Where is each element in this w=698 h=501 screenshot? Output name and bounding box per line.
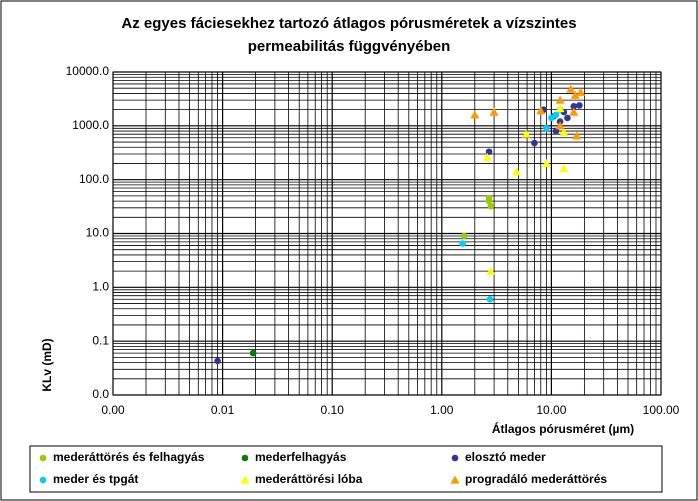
chart-title: Az egyes fáciesekhez tartozó átlagos pór… — [121, 15, 576, 32]
marker — [485, 197, 493, 205]
marker — [249, 349, 257, 357]
legend — [29, 445, 663, 493]
marker — [459, 240, 466, 247]
marker — [566, 84, 576, 93]
legend-marker — [450, 475, 460, 484]
marker — [576, 87, 586, 96]
marker — [536, 106, 546, 115]
legend-label: progradáló mederáttörés — [465, 472, 607, 486]
marker — [555, 95, 565, 104]
marker — [552, 111, 560, 119]
y-tick-label: 0.1 — [92, 333, 109, 347]
marker — [569, 107, 579, 116]
legend-marker — [240, 475, 250, 484]
x-tick-label: 0.01 — [211, 403, 235, 417]
legend-label: mederáttörési lóba — [255, 472, 363, 486]
marker — [576, 102, 583, 109]
plot-border — [112, 71, 662, 396]
y-axis-title: KLv (mD) — [40, 338, 54, 391]
marker — [511, 167, 521, 176]
marker — [543, 124, 550, 132]
x-tick-label: 0.00 — [101, 403, 125, 417]
legend-marker — [39, 476, 47, 484]
legend-marker — [451, 454, 459, 462]
legend-label: meder és tpgát — [53, 472, 138, 486]
y-tick-label: 1000.0 — [72, 118, 109, 132]
marker — [470, 110, 480, 119]
y-tick-label: 10000.0 — [66, 64, 110, 78]
y-tick-label: 100.0 — [79, 172, 109, 186]
legend-label: mederáttörés és felhagyás — [53, 450, 205, 464]
marker — [541, 158, 551, 168]
x-tick-label: 1.00 — [430, 403, 454, 417]
marker — [564, 114, 571, 122]
marker — [214, 357, 221, 365]
marker — [487, 203, 495, 210]
legend-label: elosztó meder — [465, 450, 546, 464]
x-axis-title: Átlagos pórusméret (µm) — [492, 421, 634, 436]
x-tick-label: 10.00 — [536, 403, 566, 417]
marker — [489, 107, 499, 116]
marker — [559, 164, 569, 173]
marker — [460, 232, 468, 240]
marker — [521, 129, 531, 138]
marker — [555, 121, 565, 130]
marker — [555, 103, 565, 113]
marker — [570, 90, 580, 99]
legend-label: mederfelhagyás — [255, 450, 347, 464]
marker — [531, 139, 538, 147]
marker — [570, 103, 578, 110]
chart-title: permeabilitás függvényében — [248, 38, 451, 55]
marker — [486, 295, 494, 303]
x-tick-label: 0.10 — [321, 403, 345, 417]
legend-marker — [241, 454, 249, 462]
y-tick-label: 0.0 — [92, 387, 109, 401]
x-tick-label: 100.00 — [643, 403, 680, 417]
marker — [486, 266, 496, 275]
marker — [482, 152, 492, 161]
y-tick-label: 1.0 — [92, 280, 109, 294]
legend-marker — [39, 454, 47, 462]
marker — [572, 131, 582, 140]
y-tick-label: 10.0 — [86, 226, 110, 240]
marker — [559, 128, 569, 137]
